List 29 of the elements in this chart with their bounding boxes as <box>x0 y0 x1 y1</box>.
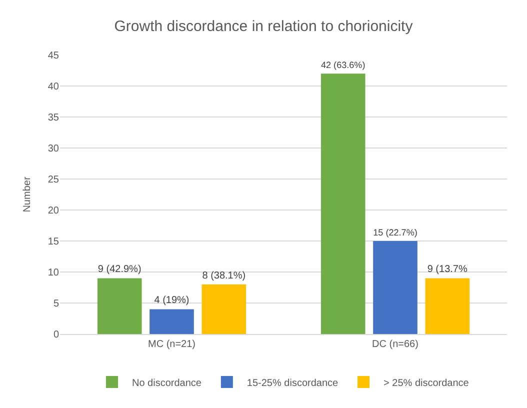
y-tick-label: 20 <box>48 206 60 216</box>
legend-label: No discordance <box>132 378 202 389</box>
legend-label: 15-25% discordance <box>246 378 339 389</box>
x-tick-label: MC (n=21) <box>148 339 196 350</box>
y-tick-label: 40 <box>48 82 60 92</box>
bar <box>320 74 366 334</box>
data-label: 9 (42.9%) <box>98 264 142 276</box>
y-tick-label: 25 <box>48 174 60 186</box>
y-tick-label: 0 <box>53 330 60 340</box>
y-tick-label: 5 <box>53 298 60 310</box>
data-label: 15 (22.7%) <box>373 227 418 238</box>
x-tick-label: DC (n=66) <box>372 339 418 350</box>
y-axis-title: Number <box>22 176 33 212</box>
data-label: 8 (38.1%) <box>202 270 246 282</box>
bar <box>150 309 194 334</box>
bar <box>425 278 470 334</box>
y-tick-label: 35 <box>48 112 60 124</box>
legend-label: > 25% discordance <box>384 378 470 389</box>
y-tick-label: 30 <box>48 144 60 154</box>
bar <box>202 284 246 334</box>
data-label: 4 (19%) <box>154 295 190 306</box>
y-tick-label: 10 <box>48 268 60 278</box>
bar <box>97 278 142 334</box>
y-tick-label: 45 <box>48 50 60 62</box>
data-label: 9 (13.7% <box>427 264 468 276</box>
data-label: 42 (63.6%) <box>320 60 366 70</box>
bar <box>373 241 418 334</box>
y-tick-label: 15 <box>48 236 60 248</box>
chart-title: Growth discordance in relation to chorionicity <box>114 18 414 35</box>
